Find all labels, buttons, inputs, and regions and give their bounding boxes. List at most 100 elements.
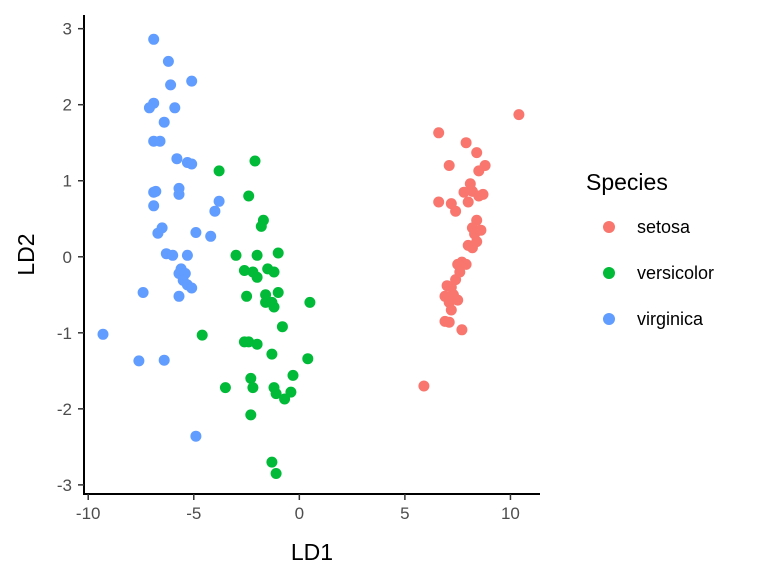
data-point-versicolor	[247, 382, 259, 394]
data-point-versicolor	[251, 338, 263, 350]
data-point-versicolor	[213, 165, 225, 177]
y-tick-label: 2	[63, 96, 72, 115]
data-point-virginica	[186, 158, 198, 170]
legend-key-virginica	[603, 313, 615, 325]
data-point-virginica	[148, 33, 160, 45]
data-point-virginica	[97, 328, 109, 340]
data-point-versicolor	[276, 321, 288, 333]
data-point-setosa	[513, 109, 525, 121]
data-point-versicolor	[230, 249, 242, 261]
data-point-versicolor	[251, 249, 263, 261]
data-point-versicolor	[266, 348, 278, 360]
legend-label-setosa: setosa	[637, 217, 691, 237]
data-point-versicolor	[243, 336, 255, 348]
data-point-virginica	[186, 75, 198, 87]
data-point-versicolor	[245, 409, 257, 421]
data-point-virginica	[137, 287, 149, 298]
data-point-virginica	[162, 55, 174, 67]
data-point-versicolor	[255, 220, 267, 232]
legend-items: setosa versicolor virginica	[603, 217, 714, 329]
data-point-versicolor	[251, 271, 263, 283]
x-axis-ticks: -10 -5 0 5 10	[76, 494, 520, 523]
data-point-virginica	[165, 79, 177, 91]
data-point-versicolor	[304, 296, 316, 308]
data-point-virginica	[150, 185, 162, 197]
data-point-virginica	[173, 188, 185, 200]
data-point-setosa	[471, 147, 483, 159]
y-axis-title: LD2	[13, 233, 39, 275]
data-point-versicolor	[260, 289, 272, 301]
data-point-virginica	[213, 195, 225, 207]
data-point-versicolor	[245, 372, 257, 384]
data-point-versicolor	[219, 382, 231, 394]
x-tick-label: 10	[501, 504, 520, 523]
data-point-versicolor	[270, 468, 282, 479]
x-tick-label: -10	[76, 504, 101, 523]
legend: Species setosa versicolor virginica	[586, 169, 714, 329]
data-point-virginica	[186, 282, 198, 294]
legend-label-virginica: virginica	[637, 309, 704, 329]
data-point-versicolor	[287, 369, 299, 381]
data-point-virginica	[158, 354, 170, 366]
y-tick-label: -2	[57, 400, 72, 419]
data-point-versicolor	[270, 388, 282, 400]
data-point-setosa	[443, 316, 455, 328]
data-point-setosa	[452, 294, 464, 306]
data-point-virginica	[209, 205, 221, 217]
data-point-virginica	[154, 135, 166, 147]
data-point-setosa	[473, 165, 485, 177]
data-point-virginica	[152, 227, 164, 239]
data-point-virginica	[133, 355, 145, 367]
data-point-versicolor	[238, 265, 250, 276]
data-point-setosa	[443, 160, 455, 171]
data-point-virginica	[190, 430, 202, 442]
data-point-versicolor	[266, 456, 278, 468]
y-tick-label: -3	[57, 476, 72, 495]
data-point-virginica	[143, 102, 155, 114]
data-point-versicolor	[268, 266, 280, 278]
data-point-virginica	[171, 153, 183, 165]
data-point-virginica	[173, 290, 185, 302]
y-tick-label: 0	[63, 248, 72, 267]
data-point-setosa	[460, 137, 472, 149]
data-point-setosa	[450, 274, 462, 286]
data-point-virginica	[148, 200, 160, 212]
data-point-setosa	[466, 242, 478, 254]
data-point-setosa	[473, 190, 485, 202]
y-axis-ticks: -3 -2 -1 0 1 2 3	[57, 20, 84, 495]
data-point-virginica	[205, 230, 217, 242]
data-point-versicolor	[243, 190, 255, 202]
data-point-versicolor	[268, 301, 280, 313]
legend-key-setosa	[603, 221, 615, 233]
data-point-virginica	[169, 102, 181, 114]
data-point-versicolor	[279, 393, 291, 405]
data-point-versicolor	[196, 329, 208, 341]
data-point-setosa	[445, 304, 457, 316]
x-axis-title: LD1	[291, 539, 333, 565]
points-layer	[97, 33, 525, 479]
data-point-setosa	[450, 205, 462, 217]
data-point-versicolor	[272, 287, 284, 298]
y-tick-label: 3	[63, 20, 72, 39]
x-tick-label: -5	[186, 504, 201, 523]
data-point-versicolor	[302, 353, 314, 365]
data-point-setosa	[433, 127, 445, 139]
data-point-setosa	[462, 196, 474, 208]
data-point-virginica	[181, 249, 193, 261]
data-point-setosa	[433, 196, 445, 208]
data-point-setosa	[456, 324, 468, 336]
data-point-setosa	[460, 258, 472, 270]
data-point-virginica	[167, 249, 179, 261]
legend-label-versicolor: versicolor	[637, 263, 714, 283]
data-point-virginica	[190, 227, 202, 238]
x-tick-label: 5	[400, 504, 409, 523]
x-tick-label: 0	[295, 504, 304, 523]
data-point-versicolor	[249, 155, 261, 167]
data-point-versicolor	[241, 290, 253, 302]
data-point-virginica	[158, 116, 170, 128]
y-tick-label: -1	[57, 324, 72, 343]
data-point-setosa	[458, 186, 470, 198]
data-point-versicolor	[272, 247, 284, 259]
legend-title: Species	[586, 169, 668, 195]
